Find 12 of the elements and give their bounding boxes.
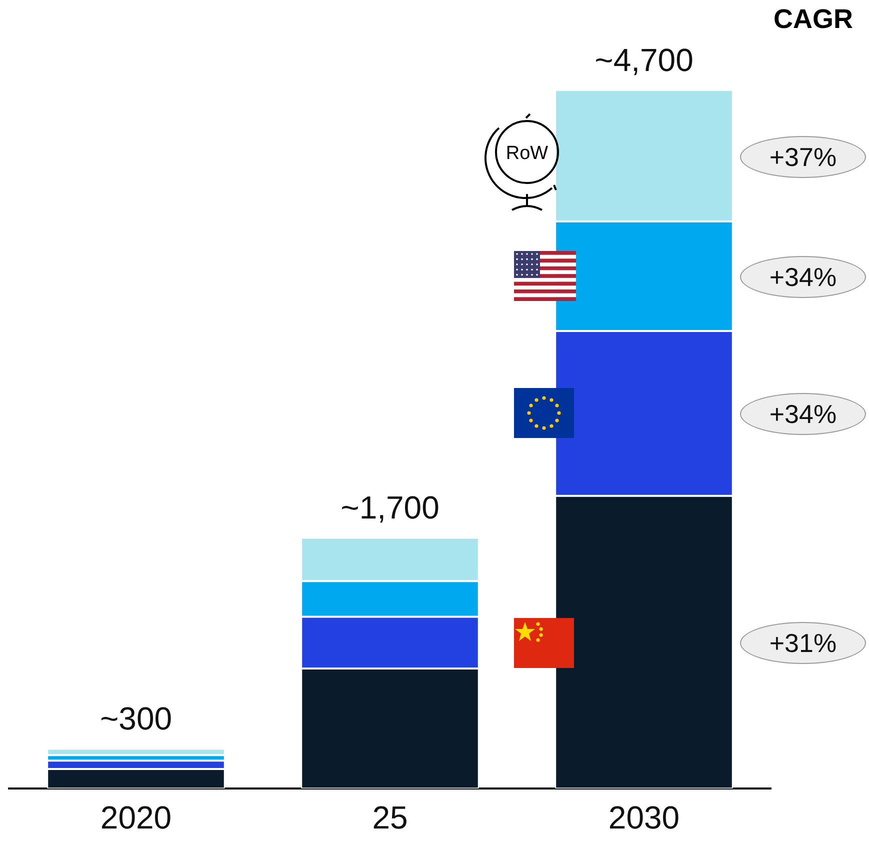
annotation: ~4,700 <box>594 42 694 78</box>
series-label: RoW <box>506 142 548 164</box>
x-tick-label: 2020 <box>100 800 172 836</box>
x-tick-label: 2030 <box>608 800 680 836</box>
annotation: ~1,700 <box>340 490 440 526</box>
text: CAGR <box>774 4 853 35</box>
annotation: +34% <box>740 256 866 298</box>
annotation: +34% <box>740 393 866 436</box>
annotation: ~300 <box>100 700 172 737</box>
x-tick-label: 25 <box>372 800 408 836</box>
annotation: +37% <box>740 136 866 178</box>
annotation: +31% <box>740 622 866 664</box>
